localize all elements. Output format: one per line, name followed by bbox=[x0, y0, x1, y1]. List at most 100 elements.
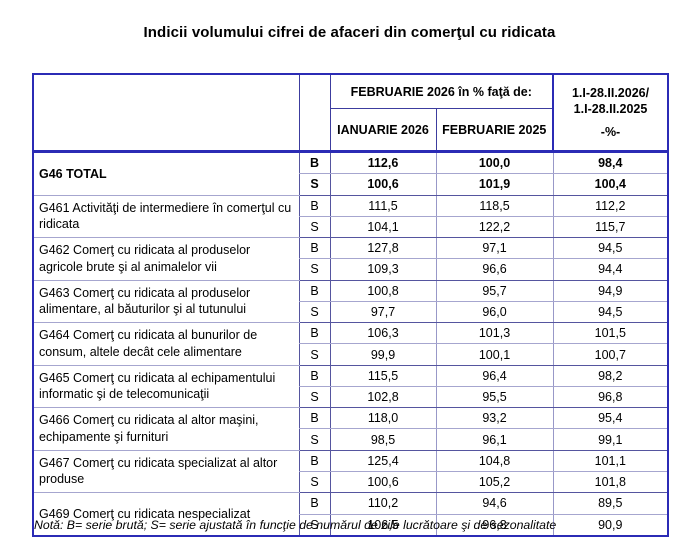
value-cell: 97,7 bbox=[329, 301, 436, 324]
header-row-2: IANUARIE 2026 FEBRUARIE 2025 bbox=[33, 108, 668, 153]
table-row: S 100,6 105,2 101,8 bbox=[33, 471, 669, 494]
value-cell: 99,1 bbox=[552, 428, 669, 451]
row-label: G46 TOTAL bbox=[33, 151, 299, 196]
value-cell: 89,5 bbox=[552, 492, 669, 515]
table-row: S 99,9 100,1 100,7 bbox=[33, 343, 669, 366]
row-label: G464 Comerţ cu ridicata al bunurilor de … bbox=[33, 322, 299, 366]
value-cell: 95,5 bbox=[435, 386, 554, 409]
header-cumulative-cell: 1.I-28.II.2026/ 1.I-28.II.2025 -%- bbox=[552, 74, 669, 153]
value-cell: 98,4 bbox=[552, 151, 669, 175]
row-label: G461 Activităţi de intermediere în comer… bbox=[33, 195, 299, 239]
table-row: G462 Comerţ cu ridicata al produselor ag… bbox=[33, 237, 669, 281]
series-indicator: S bbox=[298, 173, 331, 196]
value-cell: 96,8 bbox=[435, 514, 554, 537]
value-cell: 104,1 bbox=[329, 216, 436, 239]
value-cell: 125,4 bbox=[329, 450, 436, 472]
table-row: S 97,7 96,0 94,5 bbox=[33, 301, 669, 324]
table-row: S 98,5 96,1 99,1 bbox=[33, 428, 669, 451]
series-indicator: B bbox=[298, 450, 331, 472]
value-cell: 100,6 bbox=[329, 173, 436, 196]
value-cell: 110,2 bbox=[329, 492, 436, 515]
value-cell: 97,1 bbox=[435, 237, 554, 260]
value-cell: 102,8 bbox=[329, 386, 436, 409]
series-indicator: B bbox=[298, 280, 331, 302]
value-cell: 100,0 bbox=[435, 151, 554, 175]
row-label: G469 Comerţ cu ridicata nespecializat bbox=[33, 492, 299, 537]
value-cell: 95,4 bbox=[552, 407, 669, 430]
table-row: G465 Comerţ cu ridicata al echipamentulu… bbox=[33, 365, 669, 409]
value-cell: 100,7 bbox=[552, 343, 669, 366]
row-label: G465 Comerţ cu ridicata al echipamentulu… bbox=[33, 365, 299, 409]
table-row: G463 Comerţ cu ridicata al produselor al… bbox=[33, 280, 669, 324]
value-cell: 106,5 bbox=[329, 514, 436, 537]
value-cell: 101,1 bbox=[552, 450, 669, 472]
header-series-cell bbox=[298, 74, 331, 153]
value-cell: 96,8 bbox=[552, 386, 669, 409]
header-cumulative-line1: 1.I-28.II.2026/ bbox=[571, 85, 650, 100]
series-indicator: S bbox=[298, 258, 331, 281]
table-row: S 106,5 96,8 90,9 bbox=[33, 514, 669, 537]
value-cell: 118,5 bbox=[435, 195, 554, 217]
value-cell: 101,5 bbox=[552, 322, 669, 345]
value-cell: 115,5 bbox=[329, 365, 436, 387]
series-indicator: B bbox=[298, 151, 331, 175]
table-row: S 100,6 101,9 100,4 bbox=[33, 173, 669, 196]
value-cell: 96,4 bbox=[435, 365, 554, 387]
series-indicator: S bbox=[298, 343, 331, 366]
value-cell: 95,7 bbox=[435, 280, 554, 302]
row-label: G466 Comerţ cu ridicata al altor maşini,… bbox=[33, 407, 299, 451]
value-cell: 99,9 bbox=[329, 343, 436, 366]
value-cell: 100,8 bbox=[329, 280, 436, 302]
table-row: G469 Comerţ cu ridicata nespecializat B … bbox=[33, 492, 669, 537]
series-indicator: B bbox=[298, 322, 331, 345]
value-cell: 112,2 bbox=[552, 195, 669, 217]
value-cell: 94,4 bbox=[552, 258, 669, 281]
table-row: S 104,1 122,2 115,7 bbox=[33, 216, 669, 239]
series-indicator: S bbox=[298, 301, 331, 324]
table-row: S 109,3 96,6 94,4 bbox=[33, 258, 669, 281]
header-col-month2: FEBRUARIE 2025 bbox=[435, 108, 554, 153]
header-cumulative-unit: -%- bbox=[600, 125, 621, 140]
value-cell: 101,3 bbox=[435, 322, 554, 345]
value-cell: 98,2 bbox=[552, 365, 669, 387]
series-indicator: B bbox=[298, 492, 331, 515]
header-cumulative-line2: 1.I-28.II.2025 bbox=[573, 101, 648, 116]
value-cell: 94,6 bbox=[435, 492, 554, 515]
value-cell: 106,3 bbox=[329, 322, 436, 345]
value-cell: 100,1 bbox=[435, 343, 554, 366]
value-cell: 94,5 bbox=[552, 237, 669, 260]
series-indicator: S bbox=[298, 386, 331, 409]
value-cell: 115,7 bbox=[552, 216, 669, 239]
table-row: G46 TOTAL B 112,6 100,0 98,4 bbox=[33, 151, 669, 196]
value-cell: 118,0 bbox=[329, 407, 436, 430]
value-cell: 122,2 bbox=[435, 216, 554, 239]
value-cell: 104,8 bbox=[435, 450, 554, 472]
table-row: G464 Comerţ cu ridicata al bunurilor de … bbox=[33, 322, 669, 366]
header-period-title: FEBRUARIE 2026 în % faţă de: bbox=[330, 74, 554, 109]
value-cell: 98,5 bbox=[329, 428, 436, 451]
value-cell: 100,6 bbox=[329, 471, 436, 494]
header-col-month1: IANUARIE 2026 bbox=[330, 108, 436, 153]
row-label: G462 Comerţ cu ridicata al produselor ag… bbox=[33, 237, 299, 281]
header-activity-cell bbox=[33, 74, 299, 153]
value-cell: 127,8 bbox=[329, 237, 436, 260]
series-indicator: B bbox=[298, 365, 331, 387]
row-label: G463 Comerţ cu ridicata al produselor al… bbox=[33, 280, 299, 324]
value-cell: 96,1 bbox=[435, 428, 554, 451]
value-cell: 101,8 bbox=[552, 471, 669, 494]
table-row: G466 Comerţ cu ridicata al altor maşini,… bbox=[33, 407, 669, 451]
value-cell: 111,5 bbox=[329, 195, 436, 217]
value-cell: 105,2 bbox=[435, 471, 554, 494]
value-cell: 96,0 bbox=[435, 301, 554, 324]
series-indicator: B bbox=[298, 237, 331, 260]
value-cell: 96,6 bbox=[435, 258, 554, 281]
turnover-indices-table: FEBRUARIE 2026 în % faţă de: 1.I-28.II.2… bbox=[32, 73, 670, 537]
value-cell: 93,2 bbox=[435, 407, 554, 430]
value-cell: 101,9 bbox=[435, 173, 554, 196]
series-indicator: S bbox=[298, 216, 331, 239]
page-title: Indicii volumului cifrei de afaceri din … bbox=[143, 24, 556, 41]
value-cell: 100,4 bbox=[552, 173, 669, 196]
table-row: G467 Comerţ cu ridicata specializat al a… bbox=[33, 450, 669, 494]
header-row-1: FEBRUARIE 2026 în % faţă de: 1.I-28.II.2… bbox=[33, 74, 669, 153]
